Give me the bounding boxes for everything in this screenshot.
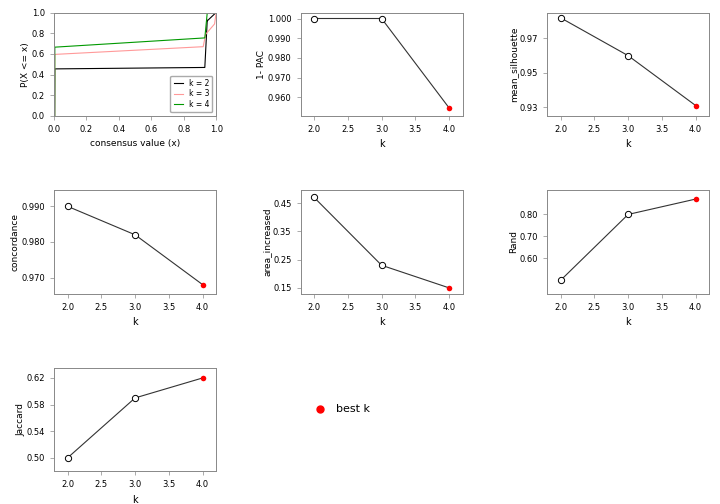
Y-axis label: mean_silhouette: mean_silhouette xyxy=(509,27,518,102)
Y-axis label: concordance: concordance xyxy=(11,213,20,271)
X-axis label: k: k xyxy=(625,140,631,150)
Y-axis label: 1- PAC: 1- PAC xyxy=(257,50,266,79)
Y-axis label: P(X <= x): P(X <= x) xyxy=(22,42,30,87)
Y-axis label: area_increased: area_increased xyxy=(263,208,271,276)
X-axis label: consensus value (x): consensus value (x) xyxy=(90,140,180,149)
X-axis label: k: k xyxy=(379,317,384,327)
Legend: k = 2, k = 3, k = 4: k = 2, k = 3, k = 4 xyxy=(171,76,212,112)
X-axis label: k: k xyxy=(132,317,138,327)
Y-axis label: Rand: Rand xyxy=(509,230,518,254)
X-axis label: k: k xyxy=(379,140,384,150)
Text: best k: best k xyxy=(336,404,370,414)
X-axis label: k: k xyxy=(625,317,631,327)
X-axis label: k: k xyxy=(132,495,138,504)
Y-axis label: Jaccard: Jaccard xyxy=(16,403,25,436)
